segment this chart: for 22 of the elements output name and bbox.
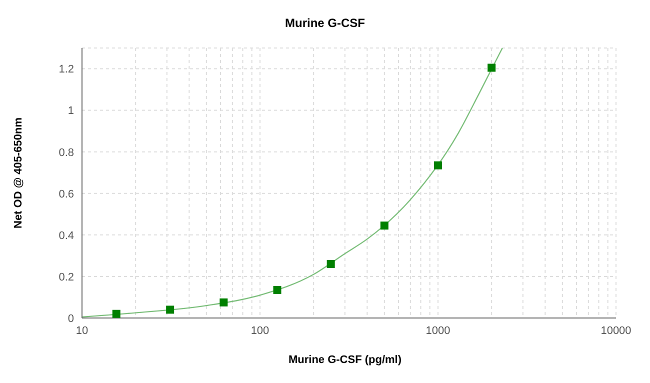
- x-axis-title: Murine G-CSF (pg/ml): [287, 354, 403, 366]
- point: [488, 64, 496, 72]
- x-tick-label: 100: [250, 324, 270, 337]
- y-tick-label: 0.8: [58, 146, 74, 159]
- y-tick-label: 1: [68, 105, 74, 118]
- y-tick-label: 0.6: [58, 188, 74, 200]
- point: [112, 310, 120, 318]
- x-tick-label: 10000: [600, 324, 632, 337]
- point: [273, 286, 282, 294]
- point: [220, 298, 228, 306]
- chart-title: Murine G-CSF: [284, 16, 366, 30]
- point: [166, 306, 174, 314]
- point: [326, 260, 335, 268]
- x-tick-label: 1000: [426, 324, 450, 337]
- y-tick-label: 0: [68, 312, 74, 325]
- point: [380, 222, 388, 230]
- y-tick-label: 0.2: [58, 271, 74, 284]
- y-tick-label: 1.2: [58, 64, 74, 76]
- y-tick-label: 0.4: [58, 230, 74, 242]
- y-axis-title: Net OD @ 405-650nm: [12, 118, 24, 228]
- x-tick-label: 10: [76, 324, 88, 337]
- point: [434, 161, 442, 170]
